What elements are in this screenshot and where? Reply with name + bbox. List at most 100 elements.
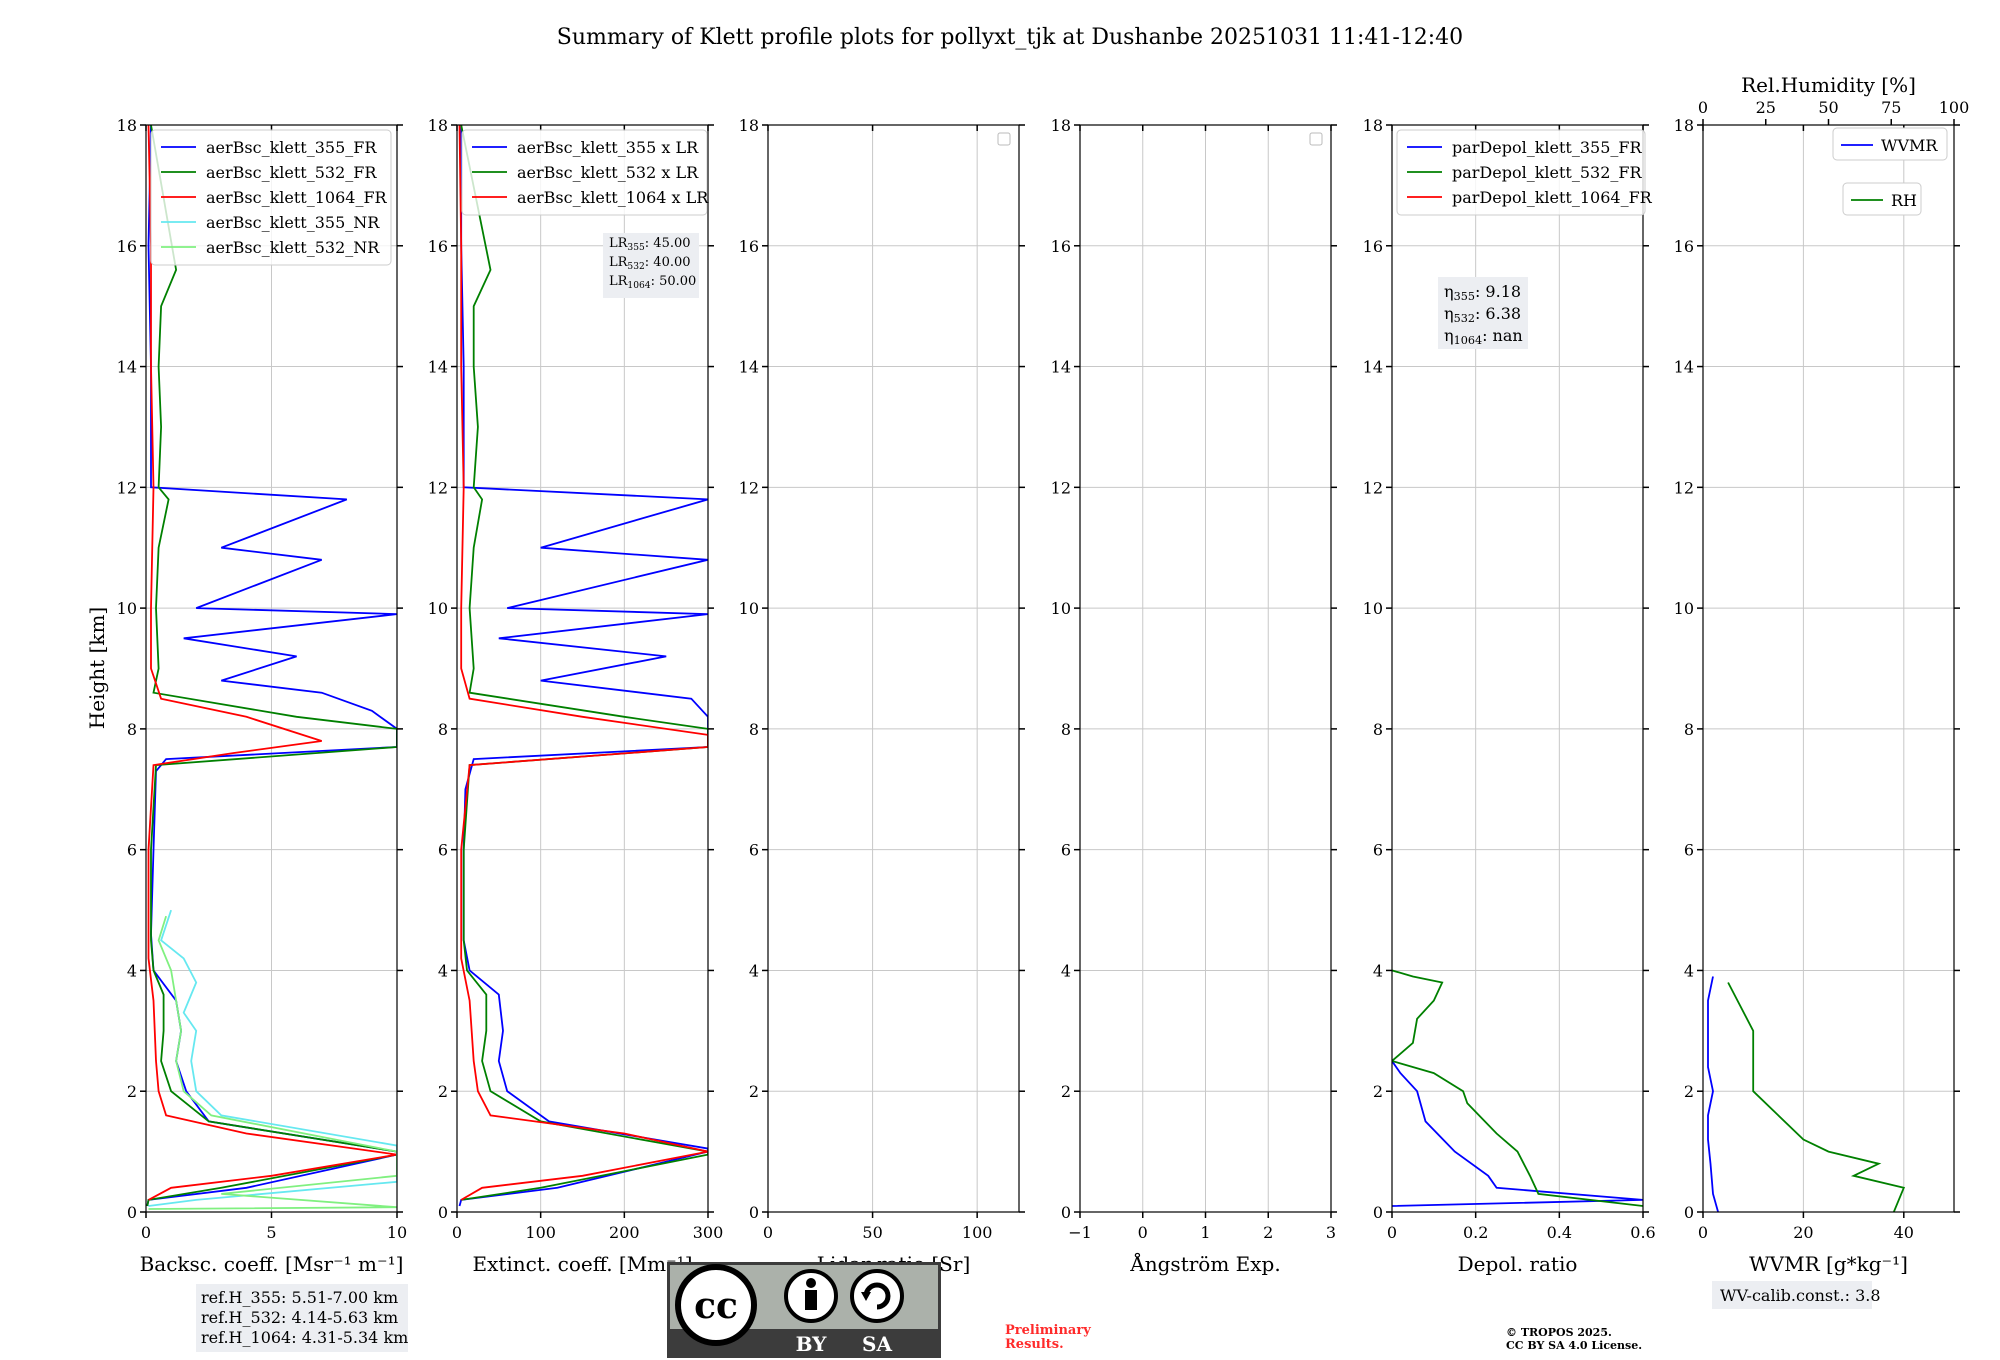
y-tick-label: 14 (1363, 358, 1383, 377)
y-tick-label: 2 (749, 1082, 759, 1101)
sa-label: SA (862, 1332, 892, 1356)
top-x-tick-label: 100 (1939, 98, 1970, 117)
reference-height: ref.H_1064: 4.31-5.34 km (201, 1328, 408, 1347)
y-tick-label: 18 (428, 116, 448, 135)
x-tick-label: 10 (387, 1223, 407, 1242)
y-tick-label: 16 (1363, 237, 1383, 256)
empty-legend (997, 132, 1011, 146)
y-tick-label: 8 (438, 720, 448, 739)
top-axis-label: Rel.Humidity [%] (1741, 73, 1916, 97)
legend-label: WVMR (1881, 136, 1938, 155)
y-tick-label: 12 (117, 478, 137, 497)
plot-frame (456, 124, 709, 1213)
x-tick-label: 300 (693, 1223, 724, 1242)
x-axis-label: WVMR [g*kg⁻¹] (1749, 1252, 1908, 1276)
y-tick-label: 2 (1061, 1082, 1071, 1101)
series-line-aerBsc_klett_532 x LR (460, 125, 708, 1201)
y-tick-label: 6 (1373, 841, 1383, 860)
y-tick-label: 0 (127, 1203, 137, 1222)
y-tick-label: 6 (438, 841, 448, 860)
y-tick-label: 16 (1051, 237, 1071, 256)
x-tick-label: 0 (141, 1223, 151, 1242)
legend-label: RH (1891, 191, 1917, 210)
legend: parDepol_klett_355_FR parDepol_klett_532_… (1396, 129, 1653, 216)
y-tick-label: 2 (1684, 1082, 1694, 1101)
y-tick-label: 12 (1051, 478, 1071, 497)
y-tick-label: 10 (1674, 599, 1694, 618)
plot-frame (1702, 124, 1955, 1213)
series-line-parDepol_klett_532_FR (1392, 969, 1643, 1207)
series-line-aerBsc_klett_1064_FR (147, 125, 397, 1201)
legend-label: parDepol_klett_532_FR (1452, 163, 1643, 182)
info-box-bg (603, 233, 699, 298)
lidar-ratio-value: LR355: 45.00 (609, 236, 691, 253)
y-tick-label: 8 (749, 720, 759, 739)
x-tick-label: 3 (1326, 1223, 1336, 1242)
series-line-aerBsc_klett_355_FR (146, 125, 397, 1207)
x-tick-label: 0 (452, 1223, 462, 1242)
eta-value: η355: 9.18 (1444, 282, 1521, 303)
x-tick-label: 0 (1387, 1223, 1397, 1242)
y-tick-label: 0 (1061, 1203, 1071, 1222)
legend-label: aerBsc_klett_532 x LR (517, 163, 699, 182)
series-line-parDepol_klett_355_FR (1392, 1060, 1643, 1207)
y-tick-label: 10 (1051, 599, 1071, 618)
copyright-line-1: © TROPOS 2025. (1506, 1326, 1612, 1339)
y-tick-label: 14 (428, 358, 448, 377)
x-tick-label: 5 (266, 1223, 276, 1242)
x-tick-label: 0 (1698, 1223, 1708, 1242)
y-tick-label: 10 (739, 599, 759, 618)
legend-label: aerBsc_klett_532_NR (206, 238, 380, 257)
legend-label: parDepol_klett_355_FR (1452, 138, 1643, 157)
copyright-line-2: CC BY SA 4.0 License. (1506, 1339, 1642, 1352)
sa-icon (850, 1269, 904, 1323)
y-tick-label: 4 (1373, 961, 1383, 980)
series-line-RH (1727, 982, 1906, 1212)
y-tick-label: 12 (1674, 478, 1694, 497)
y-tick-label: 0 (438, 1203, 448, 1222)
y-tick-label: 6 (1061, 841, 1071, 860)
bottom-info-box: WV-calib.const.: 3.8 (1712, 1281, 1881, 1309)
y-tick-label: 2 (438, 1082, 448, 1101)
legend-label: aerBsc_klett_355_FR (206, 138, 377, 157)
y-tick-label: 8 (1684, 720, 1694, 739)
plot-frame (1391, 124, 1644, 1213)
legend-label: aerBsc_klett_1064 x LR (517, 188, 709, 207)
series-line-aerBsc_klett_532_FR (146, 125, 397, 1207)
y-tick-label: 0 (1373, 1203, 1383, 1222)
x-tick-label: 1 (1200, 1223, 1210, 1242)
series-line-aerBsc_klett_355 x LR (458, 125, 708, 1207)
y-tick-label: 14 (117, 358, 137, 377)
legend-label: aerBsc_klett_355 x LR (517, 138, 699, 157)
legend-box (1842, 182, 1922, 216)
series-line-aerBsc_klett_1064 x LR (458, 125, 708, 1201)
x-tick-label: 20 (1793, 1223, 1813, 1242)
y-tick-label: 12 (739, 478, 759, 497)
y-tick-label: 6 (127, 841, 137, 860)
cc-license-badge: cc BY SA (667, 1262, 941, 1358)
y-tick-label: 14 (1051, 358, 1071, 377)
cc-logo-text: cc (694, 1285, 738, 1327)
y-tick-label: 4 (438, 961, 448, 980)
x-axis-label: Depol. ratio (1458, 1252, 1578, 1276)
y-tick-label: 18 (1051, 116, 1071, 135)
y-tick-label: 4 (127, 961, 137, 980)
panel-lr: 024681012141618050100Lidar ratio [Sr] (739, 116, 1025, 1276)
lidar-ratio-value: LR1064: 50.00 (609, 274, 696, 291)
x-tick-label: −1 (1068, 1223, 1092, 1242)
x-tick-label: 50 (862, 1223, 882, 1242)
legend-box (1396, 129, 1646, 216)
y-tick-label: 18 (739, 116, 759, 135)
bottom-info-bg (1712, 1281, 1872, 1309)
legend-box (461, 129, 708, 216)
panel-bsc: 0 2 4 6 8 10 12 14 16 18 0 5 10 Backsc. coeff. [Msr⁻¹… (117, 116, 408, 1352)
y-tick-label: 4 (1061, 961, 1071, 980)
empty-legend (1309, 132, 1323, 146)
y-tick-label: 18 (1363, 116, 1383, 135)
x-tick-label: 100 (962, 1223, 993, 1242)
y-tick-label: 16 (117, 237, 137, 256)
